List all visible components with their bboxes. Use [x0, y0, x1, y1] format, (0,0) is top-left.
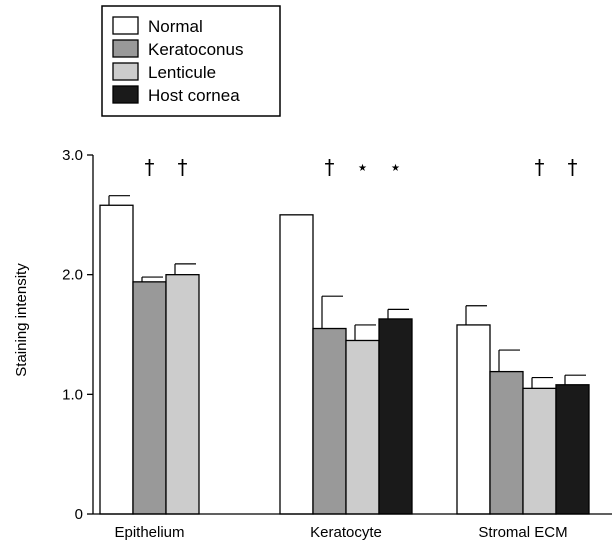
legend-swatch: [112, 85, 139, 104]
legend-swatch: [112, 62, 139, 81]
x-tick-label: Stromal ECM: [478, 524, 567, 541]
y-axis-title: Staining intensity: [13, 263, 30, 377]
significance-marker: †: [325, 155, 335, 179]
significance-marker: †: [178, 155, 188, 179]
legend-swatch: [112, 16, 139, 35]
bar-keratocyte-keratoconus: [312, 327, 347, 515]
y-tick-label: 2.0: [62, 267, 83, 284]
significance-marker: †: [145, 155, 155, 179]
bar-epithelium-lenticule: [165, 274, 200, 515]
bar-keratocyte-normal: [279, 214, 314, 515]
legend-label: Keratoconus: [148, 40, 243, 59]
bar-keratocyte-host-cornea: [378, 318, 413, 515]
bar-stromal-ecm-host-cornea: [555, 384, 590, 515]
y-tick-label: 1.0: [62, 386, 83, 403]
significance-marker: ⋆: [389, 155, 402, 179]
bar-epithelium-normal: [99, 204, 134, 515]
legend-label: Normal: [148, 17, 203, 36]
bar-epithelium-keratoconus: [132, 281, 167, 515]
bar-stromal-ecm-lenticule: [522, 387, 557, 515]
y-tick-label: 3.0: [62, 147, 83, 164]
legend-swatch: [112, 39, 139, 58]
y-tick-label: 0: [75, 506, 83, 523]
bar-keratocyte-lenticule: [345, 339, 380, 515]
bar-stromal-ecm-normal: [456, 324, 491, 515]
x-tick-label: Keratocyte: [310, 524, 382, 541]
significance-marker: ⋆: [356, 155, 369, 179]
legend-label: Host cornea: [148, 86, 240, 105]
x-tick-label: Epithelium: [114, 524, 184, 541]
legend-label: Lenticule: [148, 63, 216, 82]
bar-stromal-ecm-keratoconus: [489, 370, 524, 515]
significance-marker: †: [568, 155, 578, 179]
significance-marker: †: [535, 155, 545, 179]
legend: Normal Keratoconus Lenticule Host cornea: [101, 5, 281, 117]
